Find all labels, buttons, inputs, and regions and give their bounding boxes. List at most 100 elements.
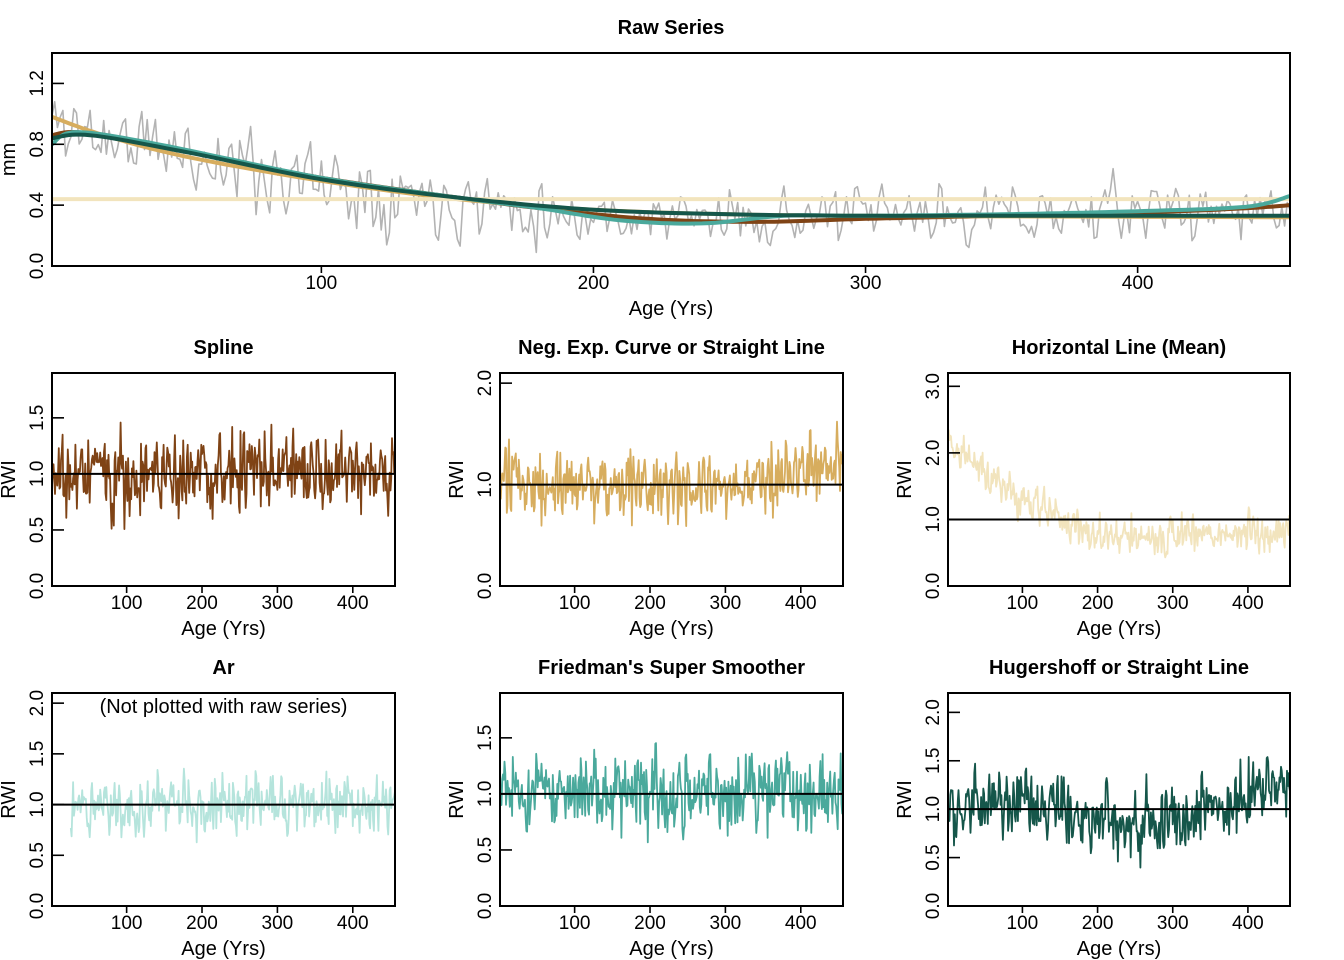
rwi-series-line bbox=[948, 756, 1290, 869]
plot-frame bbox=[499, 692, 844, 907]
curve-hugershoff-or-straight-line bbox=[52, 132, 1290, 218]
y-tick-label: 1.2 bbox=[27, 70, 48, 96]
y-axis-label: RWI bbox=[0, 460, 20, 499]
y-tick-label: 0.0 bbox=[475, 893, 496, 919]
x-tick-label: 100 bbox=[559, 593, 591, 614]
y-tick-label: 2.0 bbox=[923, 440, 944, 466]
panel-title: Friedman's Super Smoother bbox=[538, 657, 805, 679]
y-tick-label: 2.0 bbox=[27, 690, 48, 716]
x-tick-label: 400 bbox=[1122, 273, 1154, 294]
x-tick-label: 300 bbox=[262, 593, 294, 614]
plot-frame bbox=[51, 52, 1291, 267]
panel-5: Ar (Not plotted with raw series) 100 200 300… bbox=[0, 657, 396, 960]
y-tick-label: 0.0 bbox=[27, 893, 48, 919]
plot-area bbox=[500, 742, 843, 844]
y-tick-label: 0.4 bbox=[27, 192, 48, 219]
plot-area bbox=[500, 420, 843, 527]
y-tick-label: 1.5 bbox=[27, 741, 48, 767]
y-tick-label: 1.5 bbox=[475, 725, 496, 751]
y-tick-label: 0.0 bbox=[923, 893, 944, 919]
y-axis-label: mm bbox=[0, 143, 20, 176]
y-axis-label: RWI bbox=[446, 780, 468, 819]
y-tick-label: 0.0 bbox=[923, 573, 944, 599]
plot-frame bbox=[51, 692, 396, 907]
y-tick-label: 1.0 bbox=[923, 506, 944, 532]
plot-area bbox=[948, 756, 1290, 869]
x-tick-label: 300 bbox=[1157, 593, 1189, 614]
plot-area bbox=[52, 421, 395, 530]
x-tick-label: 300 bbox=[262, 913, 294, 934]
panel-7: Hugershoff or Straight Line 100 200 300 400 A… bbox=[894, 657, 1291, 960]
x-axis-label: Age (Yrs) bbox=[629, 938, 713, 960]
y-tick-label: 1.0 bbox=[27, 461, 48, 487]
x-tick-label: 200 bbox=[186, 913, 218, 934]
x-tick-label: 400 bbox=[1232, 913, 1264, 934]
panel-title: Horizontal Line (Mean) bbox=[1012, 337, 1226, 359]
x-tick-label: 200 bbox=[634, 593, 666, 614]
y-tick-label: 0.5 bbox=[475, 837, 496, 863]
y-tick-label: 1.0 bbox=[27, 791, 48, 817]
y-tick-label: 1.0 bbox=[475, 781, 496, 807]
x-axis-label: Age (Yrs) bbox=[1077, 618, 1161, 640]
panel-annotation: (Not plotted with raw series) bbox=[100, 696, 348, 718]
y-tick-label: 3.0 bbox=[923, 373, 944, 399]
y-tick-label: 0.0 bbox=[27, 253, 48, 279]
rwi-series-line bbox=[948, 429, 1290, 559]
x-tick-label: 100 bbox=[1007, 913, 1039, 934]
y-tick-label: 0.5 bbox=[27, 842, 48, 868]
x-tick-label: 400 bbox=[785, 913, 817, 934]
y-tick-label: 1.5 bbox=[27, 405, 48, 431]
x-tick-label: 400 bbox=[785, 593, 817, 614]
x-tick-label: 200 bbox=[1082, 593, 1114, 614]
y-tick-label: 0.0 bbox=[27, 573, 48, 599]
y-tick-label: 1.5 bbox=[923, 748, 944, 774]
panel-title: Spline bbox=[193, 337, 253, 359]
y-axis-label: RWI bbox=[446, 460, 468, 499]
rwi-series-line bbox=[500, 742, 843, 844]
plot-frame bbox=[51, 372, 396, 587]
x-tick-label: 400 bbox=[1232, 593, 1264, 614]
x-tick-label: 200 bbox=[578, 273, 610, 294]
y-tick-label: 1.0 bbox=[923, 796, 944, 822]
panel-title: Neg. Exp. Curve or Straight Line bbox=[518, 337, 825, 359]
x-tick-label: 400 bbox=[337, 593, 369, 614]
y-tick-label: 2.0 bbox=[475, 370, 496, 396]
curve-neg-exp-curve-or-straight-line bbox=[52, 114, 1290, 220]
x-tick-label: 400 bbox=[337, 913, 369, 934]
panel-6: Friedman's Super Smoother 100 200 300 400 Age… bbox=[446, 657, 844, 960]
x-tick-label: 200 bbox=[634, 913, 666, 934]
panel-3: Neg. Exp. Curve or Straight Line 100 200 30… bbox=[446, 337, 844, 640]
plot-area bbox=[52, 767, 395, 844]
y-tick-label: 0.5 bbox=[27, 517, 48, 543]
y-tick-label: 0.5 bbox=[923, 844, 944, 870]
panel-title: Raw Series bbox=[618, 17, 725, 39]
plot-frame bbox=[947, 692, 1291, 907]
panel-title: Hugershoff or Straight Line bbox=[989, 657, 1249, 679]
x-tick-label: 100 bbox=[559, 913, 591, 934]
panel-4: Horizontal Line (Mean) 100 200 300 400 Age (Y… bbox=[894, 337, 1291, 640]
x-tick-label: 300 bbox=[1157, 913, 1189, 934]
y-tick-label: 0.8 bbox=[27, 131, 48, 157]
panel-2: Spline 100 200 300 400 Age (Yrs) 0.0 0.5 1.0 1.5 R… bbox=[0, 337, 396, 640]
x-tick-label: 100 bbox=[1007, 593, 1039, 614]
raw-series-line bbox=[52, 101, 1290, 254]
x-tick-label: 300 bbox=[710, 593, 742, 614]
x-axis-label: Age (Yrs) bbox=[181, 938, 265, 960]
x-tick-label: 200 bbox=[186, 593, 218, 614]
x-axis-label: Age (Yrs) bbox=[629, 298, 713, 320]
x-axis-label: Age (Yrs) bbox=[629, 618, 713, 640]
y-tick-label: 0.0 bbox=[475, 573, 496, 599]
rwi-series-line bbox=[69, 767, 395, 844]
y-axis-label: RWI bbox=[894, 460, 916, 499]
x-axis-label: Age (Yrs) bbox=[1077, 938, 1161, 960]
plot-frame bbox=[947, 372, 1291, 587]
x-tick-label: 100 bbox=[111, 913, 143, 934]
panel-title: Ar bbox=[212, 657, 234, 679]
plot-frame bbox=[499, 372, 844, 587]
y-axis-label: RWI bbox=[0, 780, 20, 819]
x-tick-label: 100 bbox=[306, 273, 338, 294]
y-tick-label: 1.0 bbox=[475, 471, 496, 497]
plot-area bbox=[52, 101, 1290, 254]
panel-1: Raw Series 100 200 300 400 Age (Yrs) 0.0 0.4 0.8… bbox=[0, 17, 1291, 320]
